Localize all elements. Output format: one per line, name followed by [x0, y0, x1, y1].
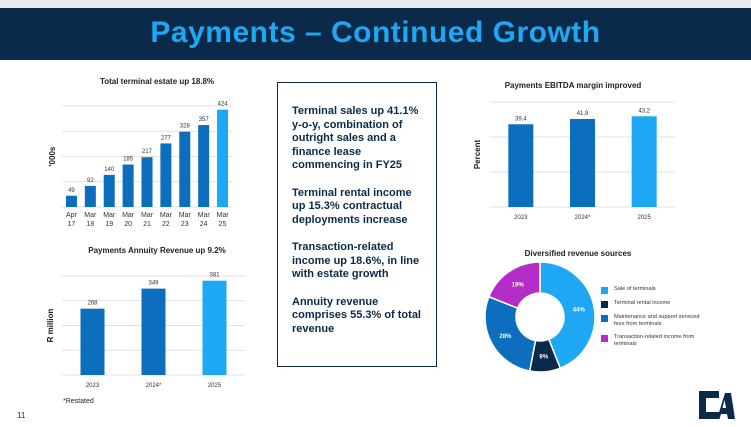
top-strip [0, 0, 751, 8]
tick-label: Mar [103, 212, 116, 219]
bar [160, 143, 172, 207]
bar [122, 164, 134, 207]
tick-label: 22 [162, 221, 170, 228]
ebitda-margin-chart: 39,4 2023 41,9 2024* 43,2 2025 Percent [473, 101, 675, 221]
bar [179, 131, 191, 207]
data-label: 49 [68, 188, 75, 194]
data-label: 349 [148, 281, 159, 287]
data-label: 217 [142, 149, 153, 155]
footnote: *Restated [63, 398, 94, 405]
summary-point: Transaction-related income up 18.6%, in … [292, 241, 420, 280]
tick-label: Mar [141, 212, 154, 219]
data-label: 39,4 [515, 116, 527, 122]
data-label: 277 [161, 135, 172, 141]
bar [103, 174, 115, 207]
bar [508, 124, 534, 207]
legend-label: Sale of terminals [614, 286, 656, 292]
y-axis-label: R million [46, 309, 55, 343]
tick-label: Mar [122, 212, 135, 219]
legend-swatch [601, 301, 608, 308]
tick-label: Mar [179, 212, 192, 219]
terminal-estate-chart: 49 Apr 17 92 Mar 18 140 Mar 19 185 Mar 20 217 Mar 21 27… [48, 102, 232, 228]
tick-label: 21 [143, 221, 151, 228]
chart-title-ebitda: Payments EBITDA margin improved [504, 81, 642, 90]
page-number: 11 [17, 411, 26, 420]
donut-legend: Sale of terminals Terminal rental income… [601, 286, 711, 354]
donut-slice [487, 262, 541, 310]
annuity-revenue-chart: 268 2023 349 2024* 381 2025 R million [46, 273, 245, 389]
legend-swatch [601, 315, 608, 322]
bar [65, 195, 77, 207]
data-label: 41,9 [577, 111, 589, 117]
slice-label: 19% [512, 282, 525, 288]
bar [141, 288, 166, 375]
bar [141, 157, 153, 207]
data-label: 268 [87, 301, 98, 307]
y-axis-label: '000s [48, 146, 57, 166]
tick-label: 20 [124, 221, 132, 228]
tick-label: 2025 [637, 215, 651, 221]
data-label: 185 [123, 157, 134, 163]
data-label: 43,2 [638, 108, 650, 114]
data-label: 92 [87, 178, 94, 184]
legend-item: Sale of terminals [601, 286, 711, 294]
y-axis-label: Percent [473, 139, 482, 169]
bar [80, 308, 105, 375]
tick-label: Apr [66, 212, 78, 219]
tick-label: 2023 [514, 215, 528, 221]
tick-label: Mar [84, 212, 97, 219]
data-label: 328 [180, 124, 191, 130]
summary-box: Terminal sales up 41.1% y-o-y, combinati… [277, 82, 437, 367]
tick-label: 17 [68, 221, 76, 228]
legend-swatch [601, 287, 608, 294]
chart-title-terminal-estate: Total terminal estate up 18.8% [99, 77, 215, 86]
legend-label: Maintenance and support serviced fees fr… [614, 314, 700, 327]
tick-label: Mar [198, 212, 211, 219]
legend-label: Transaction-related income from terminal… [614, 334, 695, 347]
tick-label: 2024* [575, 215, 591, 221]
chart-title-revenue-sources: Diversified revenue sources [524, 249, 632, 258]
header-bar: Payments – Continued Growth [0, 8, 751, 60]
legend-item: Terminal rental income [601, 300, 711, 308]
company-logo-icon [699, 391, 735, 419]
summary-point: Terminal sales up 41.1% y-o-y, combinati… [292, 105, 419, 171]
summary-point: Annuity revenue comprises 55.3% of total… [292, 295, 421, 335]
tick-label: 24 [200, 221, 208, 228]
slice-label: 44% [573, 308, 586, 314]
tick-label: 18 [86, 221, 94, 228]
donut-slice [484, 295, 537, 372]
revenue-sources-donut: 44% 9% 28% 19% [484, 262, 596, 373]
tick-label: 25 [219, 221, 227, 228]
tick-label: 2023 [86, 383, 100, 389]
tick-label: Mar [217, 212, 230, 219]
slice-label: 28% [499, 334, 512, 340]
bar [570, 119, 595, 207]
tick-label: 19 [105, 221, 113, 228]
bar [217, 109, 229, 207]
legend-item: Transaction-related income from terminal… [601, 334, 711, 348]
chart-title-annuity-revenue: Payments Annuity Revenue up 9.2% [88, 246, 226, 255]
donut-slice [539, 262, 596, 370]
slice-label: 9% [539, 354, 548, 360]
bar [202, 280, 227, 375]
page-title: Payments – Continued Growth [150, 16, 601, 49]
legend-swatch [601, 335, 608, 342]
data-label: 357 [199, 117, 210, 123]
tick-label: 2024* [146, 383, 162, 389]
tick-label: Mar [160, 212, 173, 219]
legend-label: Terminal rental income [614, 300, 671, 306]
summary-point: Terminal rental income up 15.3% contract… [292, 186, 412, 226]
bar [198, 125, 210, 207]
data-label: 424 [218, 102, 229, 108]
tick-label: 2025 [208, 383, 222, 389]
bar [84, 185, 96, 207]
data-label: 381 [209, 273, 220, 279]
data-label: 140 [104, 167, 115, 173]
tick-label: 23 [181, 221, 189, 228]
legend-item: Maintenance and support serviced fees fr… [601, 314, 711, 328]
bar [631, 116, 657, 207]
